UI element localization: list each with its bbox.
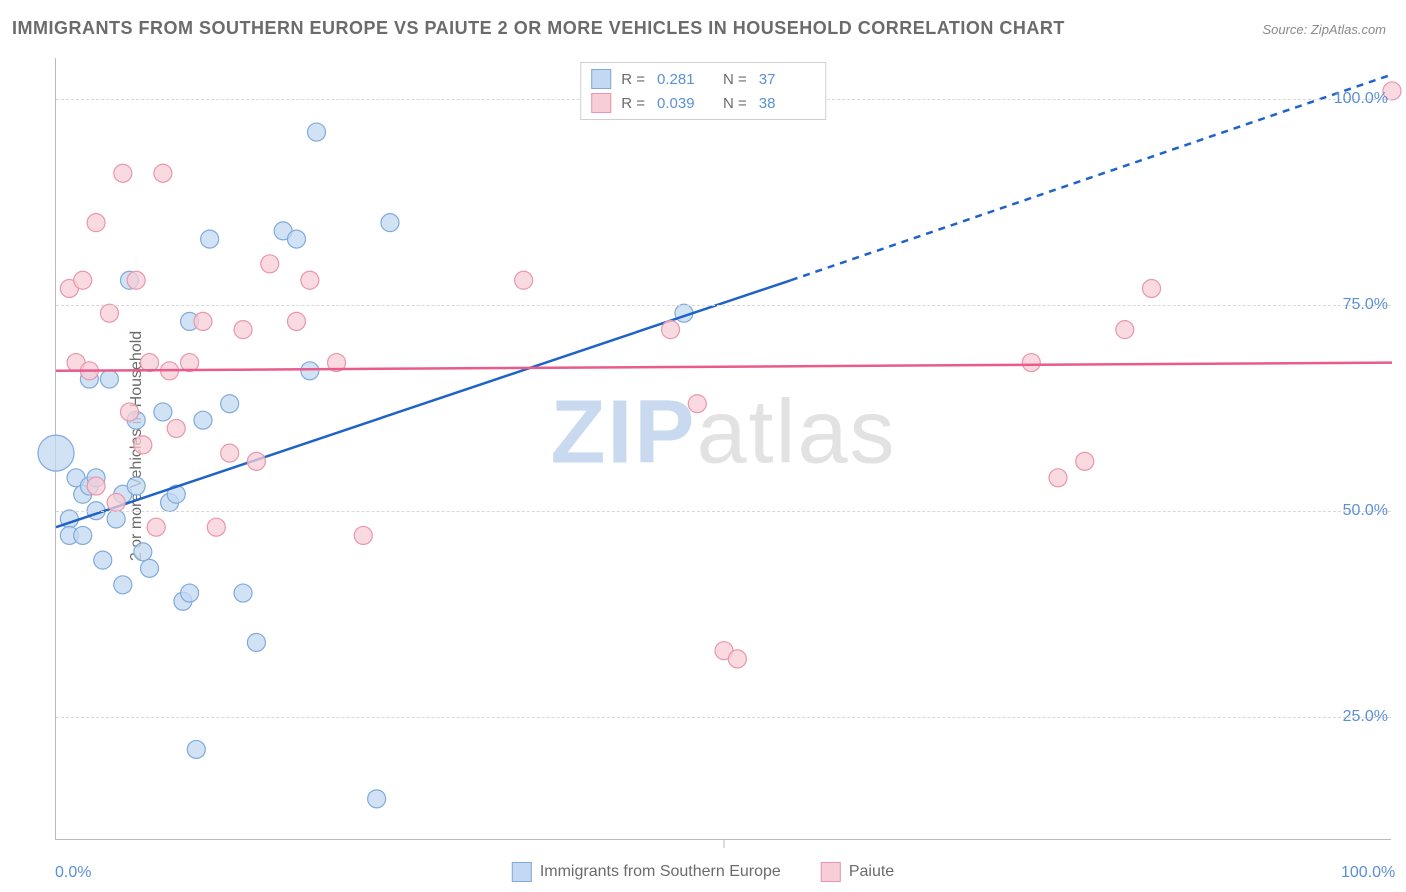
- data-point: [120, 403, 138, 421]
- legend-stats: R = 0.281 N = 37 R = 0.039 N = 38: [580, 62, 826, 120]
- legend-stats-row-1: R = 0.039 N = 38: [591, 91, 815, 115]
- regression-line: [56, 363, 1392, 371]
- data-point: [114, 164, 132, 182]
- x-tick-label: 0.0%: [55, 864, 91, 882]
- data-point: [141, 354, 159, 372]
- data-point: [87, 214, 105, 232]
- data-point: [107, 494, 125, 512]
- swatch-series-0: [591, 69, 611, 89]
- data-point: [287, 230, 305, 248]
- y-tick-label: 50.0%: [1343, 502, 1388, 520]
- legend-series: Immigrants from Southern Europe Paiute: [512, 862, 894, 882]
- data-point: [207, 518, 225, 536]
- swatch-bottom-0: [512, 862, 532, 882]
- data-point: [1049, 469, 1067, 487]
- r-label-1: R =: [621, 95, 645, 112]
- data-point: [234, 584, 252, 602]
- swatch-series-1: [591, 93, 611, 113]
- data-point: [100, 370, 118, 388]
- data-point: [1076, 452, 1094, 470]
- data-point: [301, 271, 319, 289]
- r-label-0: R =: [621, 71, 645, 88]
- data-point: [688, 395, 706, 413]
- r-value-0: 0.281: [657, 71, 707, 88]
- n-label-1: N =: [723, 95, 747, 112]
- chart-title: IMMIGRANTS FROM SOUTHERN EUROPE VS PAIUT…: [12, 18, 1065, 39]
- data-point: [662, 321, 680, 339]
- data-point: [221, 395, 239, 413]
- data-point: [87, 477, 105, 495]
- data-point: [74, 526, 92, 544]
- data-point: [247, 633, 265, 651]
- legend-item-1: Paiute: [821, 862, 894, 882]
- data-point: [127, 271, 145, 289]
- data-point: [38, 435, 74, 471]
- y-tick-label: 25.0%: [1343, 708, 1388, 726]
- data-point: [194, 312, 212, 330]
- data-point: [94, 551, 112, 569]
- swatch-bottom-1: [821, 862, 841, 882]
- grid-line: [56, 717, 1391, 718]
- data-point: [221, 444, 239, 462]
- chart-container: IMMIGRANTS FROM SOUTHERN EUROPE VS PAIUT…: [0, 0, 1406, 892]
- data-point: [167, 419, 185, 437]
- data-point: [1022, 354, 1040, 372]
- data-point: [1143, 279, 1161, 297]
- source-label: Source: ZipAtlas.com: [1262, 22, 1386, 37]
- regression-line-dashed: [791, 74, 1392, 280]
- plot-svg: [56, 58, 1391, 839]
- data-point: [154, 403, 172, 421]
- legend-item-0: Immigrants from Southern Europe: [512, 862, 781, 882]
- data-point: [154, 164, 172, 182]
- grid-line: [56, 511, 1391, 512]
- data-point: [515, 271, 533, 289]
- data-point: [74, 271, 92, 289]
- legend-label-0: Immigrants from Southern Europe: [540, 863, 781, 881]
- data-point: [187, 740, 205, 758]
- data-point: [134, 436, 152, 454]
- legend-label-1: Paiute: [849, 863, 894, 881]
- n-value-1: 38: [759, 95, 809, 112]
- data-point: [308, 123, 326, 141]
- data-point: [301, 362, 319, 380]
- x-tick-label: 100.0%: [1341, 864, 1395, 882]
- legend-stats-row-0: R = 0.281 N = 37: [591, 67, 815, 91]
- data-point: [127, 477, 145, 495]
- data-point: [201, 230, 219, 248]
- data-point: [147, 518, 165, 536]
- data-point: [368, 790, 386, 808]
- data-point: [114, 576, 132, 594]
- data-point: [728, 650, 746, 668]
- data-point: [234, 321, 252, 339]
- data-point: [354, 526, 372, 544]
- data-point: [134, 543, 152, 561]
- plot-area: ZIPatlas: [55, 58, 1391, 840]
- data-point: [181, 584, 199, 602]
- r-value-1: 0.039: [657, 95, 707, 112]
- data-point: [194, 411, 212, 429]
- data-point: [1116, 321, 1134, 339]
- y-tick-label: 100.0%: [1334, 90, 1388, 108]
- data-point: [247, 452, 265, 470]
- data-point: [261, 255, 279, 273]
- n-value-0: 37: [759, 71, 809, 88]
- data-point: [381, 214, 399, 232]
- y-tick-label: 75.0%: [1343, 296, 1388, 314]
- grid-line: [56, 305, 1391, 306]
- data-point: [141, 559, 159, 577]
- data-point: [287, 312, 305, 330]
- data-point: [100, 304, 118, 322]
- data-point: [107, 510, 125, 528]
- n-label-0: N =: [723, 71, 747, 88]
